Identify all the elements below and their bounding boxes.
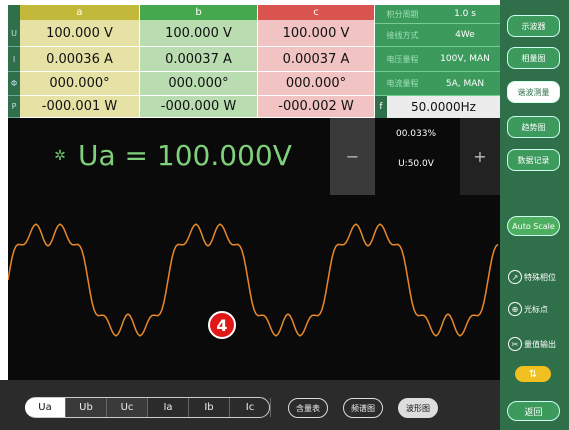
channel-tab[interactable]: Ub <box>66 398 107 417</box>
scope-area <box>8 118 500 380</box>
row-label: I <box>8 47 20 72</box>
sidebar-button[interactable]: 趋势图 <box>507 116 560 138</box>
table-cell: 100.000 V <box>258 20 375 47</box>
row-label: P <box>8 96 20 118</box>
readout-icon: ✲ <box>54 148 66 164</box>
tool-button[interactable]: 光标点 <box>524 304 548 314</box>
setting-label: 接线方式 <box>375 24 430 47</box>
toggle-button[interactable]: ⇅ <box>515 366 551 382</box>
view-button[interactable]: 波形图 <box>398 398 438 418</box>
frequency-value: 50.0000Hz <box>387 96 500 118</box>
row-label-corner <box>8 5 20 20</box>
table-cell: 100.000 V <box>140 20 258 47</box>
sidebar-button[interactable]: 数据记录 <box>507 149 560 171</box>
auto-scale-button[interactable]: Auto Scale <box>507 216 560 236</box>
channel-tab[interactable]: Uc <box>107 398 148 417</box>
sidebar-button[interactable]: 相量图 <box>507 47 560 69</box>
readout: Ua = 100.000V <box>78 138 292 172</box>
column-header: b <box>140 5 258 20</box>
table-cell: 0.00037 A <box>258 47 375 72</box>
table-cell: 100.000 V <box>20 20 140 47</box>
channel-tab[interactable]: Ua <box>25 398 66 417</box>
row-label: U <box>8 20 20 47</box>
tool-icon: ⊕ <box>508 302 522 316</box>
tool-icon: ↗ <box>508 270 522 284</box>
tool-button[interactable]: 特殊相位 <box>524 272 556 282</box>
channel-tab[interactable]: Ic <box>230 398 271 417</box>
table-cell: 0.00036 A <box>20 47 140 72</box>
sidebar <box>500 0 569 430</box>
view-button[interactable]: 含量表 <box>288 398 328 418</box>
frequency-label: f <box>375 96 387 118</box>
tool-button[interactable]: 量值输出 <box>524 339 556 349</box>
channel-tab[interactable]: Ib <box>189 398 230 417</box>
waveform-line <box>8 223 499 337</box>
setting-value: 100V, MAN <box>430 47 500 72</box>
scale-range: U:50.0V <box>398 159 434 169</box>
setting-label: 电流量程 <box>375 72 430 96</box>
view-button[interactable]: 频谱图 <box>343 398 383 418</box>
column-header: a <box>20 5 140 20</box>
column-header: c <box>258 5 375 20</box>
setting-value: 5A, MAN <box>430 72 500 96</box>
tool-icon: ✂ <box>508 337 522 351</box>
setting-value: 4We <box>430 24 500 47</box>
channel-tab[interactable]: Ia <box>148 398 189 417</box>
annotation-marker: 4 <box>208 311 236 339</box>
back-button[interactable]: 返回 <box>507 401 560 421</box>
table-cell: 000.000° <box>20 72 140 96</box>
scale-plus[interactable]: + <box>460 118 500 195</box>
table-cell: 000.000° <box>140 72 258 96</box>
setting-value: 1.0 s <box>430 5 500 24</box>
table-cell: 0.00037 A <box>140 47 258 72</box>
setting-label: 电压量程 <box>375 47 430 72</box>
waveform <box>8 223 499 337</box>
scale-minus[interactable]: − <box>330 118 375 195</box>
table-cell: -000.002 W <box>258 96 375 118</box>
setting-label: 积分周期 <box>375 5 430 24</box>
table-cell: 000.000° <box>258 72 375 96</box>
table-cell: -000.001 W <box>20 96 140 118</box>
scale-percent: 00.033% <box>395 129 437 139</box>
sidebar-button[interactable]: 示波器 <box>507 15 560 37</box>
sidebar-button[interactable]: 谐波测量 <box>507 81 560 103</box>
table-cell: -000.000 W <box>140 96 258 118</box>
row-label: Φ <box>8 72 20 96</box>
